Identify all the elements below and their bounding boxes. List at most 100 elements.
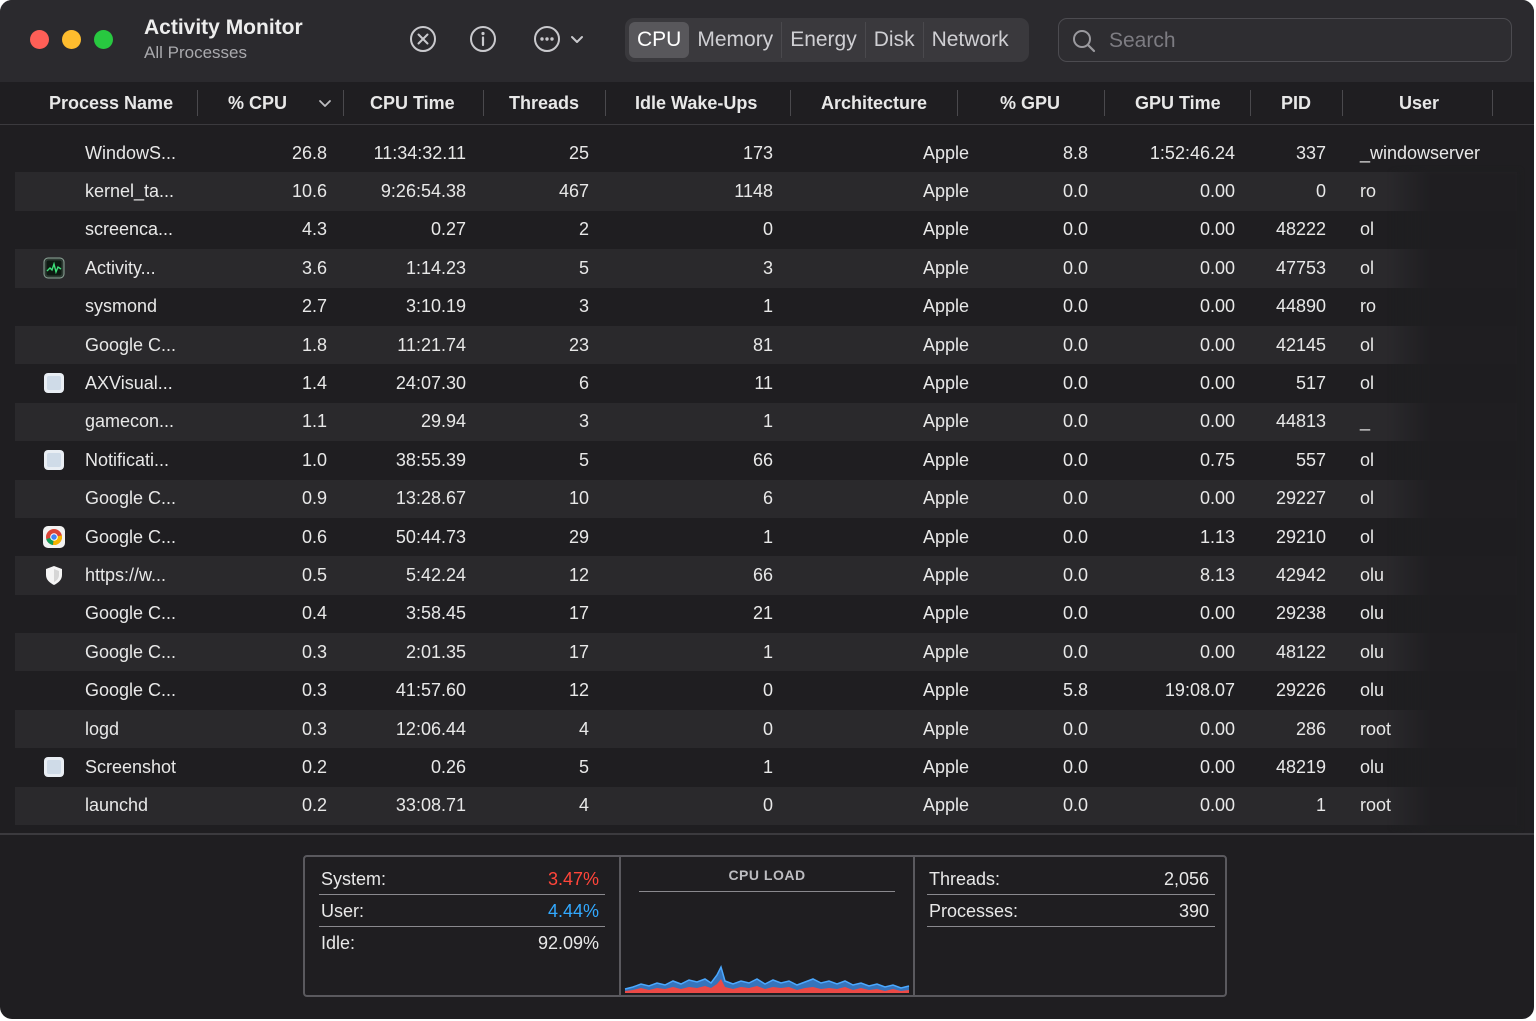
process-name: logd [85,718,120,739]
system-label: System: [321,869,387,889]
column-pid[interactable]: PID [1281,92,1312,113]
column-divider[interactable] [1342,90,1343,116]
idle-wake-ups: 0 [762,718,773,739]
idle-wake-ups: 1 [762,641,773,662]
user: _ [1360,411,1371,432]
tab-network[interactable]: Network [931,28,1009,51]
table-row[interactable]: sysmond 2.7 3:10.19 3 1 Apple 0.0 0.00 44890 ro [15,288,1517,326]
threads: 17 [568,603,589,624]
pid: 1 [1315,795,1326,816]
search-input[interactable] [1107,27,1501,55]
column-user[interactable]: User [1399,92,1440,113]
table-row[interactable]: Screenshot 0.2 0.26 5 1 Apple 0.0 0.00 48219 olu [15,748,1517,786]
tab-energy[interactable]: Energy [782,22,866,58]
cpu-time: 3:10.19 [405,296,466,317]
window-subtitle[interactable]: All Processes [144,43,247,62]
gpu-time: 8.13 [1199,564,1235,585]
table-row[interactable]: kernel_ta... 10.6 9:26:54.38 467 1148 Apple 0.… [15,172,1517,211]
architecture: Apple [922,296,969,317]
chevron-down-icon[interactable] [564,24,590,54]
column-cpu-time[interactable]: CPU Time [370,92,455,113]
tab-memory[interactable]: Memory [689,22,783,58]
table-row[interactable]: Google C... 1.8 11:21.74 23 81 Apple 0.0 0.00 42… [15,325,1517,365]
user: root [1360,718,1392,739]
zoom-window-button[interactable] [94,30,113,49]
column-divider[interactable] [790,90,791,116]
table-row[interactable]: Google C... 0.3 2:01.35 17 1 Apple 0.0 0.00 4812… [15,633,1517,672]
table-row[interactable]: Google C... 0.6 50:44.73 29 1 Apple 0.0 1.13 292… [15,518,1517,556]
threads: 467 [558,181,589,202]
generic-app-icon [43,372,65,394]
column-divider[interactable] [343,90,344,116]
table-row[interactable]: Google C... 0.3 41:57.60 12 0 Apple 5.8 19:08.0… [15,671,1517,709]
idle-wake-ups: 173 [742,142,773,163]
search-field[interactable] [1058,18,1512,62]
threads: 17 [568,641,589,662]
threads: 29 [568,526,589,547]
minimize-window-button[interactable] [62,30,81,49]
column-idle-wake-ups[interactable]: Idle Wake-Ups [635,92,758,113]
table-row[interactable]: Google C... 0.4 3:58.45 17 21 Apple 0.0 0.00 292… [15,595,1517,633]
info-icon[interactable] [468,24,498,54]
column-architecture[interactable]: Architecture [821,92,928,113]
tab-disk[interactable]: Disk [866,22,924,58]
table-row[interactable]: https://w... 0.5 5:42.24 12 66 Apple 0.0 8.13 42… [15,556,1517,595]
gpu-time: 0.75 [1199,449,1235,470]
column-gpu-percent[interactable]: % GPU [1000,92,1061,113]
table-row[interactable]: screenca... 4.3 0.27 2 0 Apple 0.0 0.00 48222 ol [15,211,1517,249]
stop-process-icon[interactable] [408,24,438,54]
cpu-time: 2:01.35 [405,641,466,662]
idle-wake-ups: 66 [752,564,773,585]
table-row[interactable]: WindowS... 26.8 11:34:32.11 25 173 Apple 8.8 1:… [15,134,1517,172]
cpu-percent: 0.5 [301,564,327,585]
column-divider[interactable] [197,90,198,116]
gpu-percent: 0.0 [1062,718,1088,739]
table-row[interactable]: Google C... 0.9 13:28.67 10 6 Apple 0.0 0.00 292… [15,479,1517,518]
sort-chevron-icon[interactable] [318,82,332,124]
column-gpu-time[interactable]: GPU Time [1135,92,1221,113]
process-name: screenca... [85,219,174,240]
cpu-percent: 1.1 [301,411,327,432]
architecture: Apple [922,449,969,470]
column-threads[interactable]: Threads [509,92,580,113]
cpu-time: 13:28.67 [395,488,466,509]
gpu-percent: 0.0 [1062,411,1088,432]
threads: 25 [568,142,589,163]
architecture: Apple [922,219,969,240]
pid: 42942 [1275,564,1326,585]
table-row[interactable]: launchd 0.2 33:08.71 4 0 Apple 0.0 0.00 1 root [15,786,1517,826]
user-value: 4.44% [547,901,599,921]
pid: 44890 [1275,296,1326,317]
column-divider[interactable] [1104,90,1105,116]
close-window-button[interactable] [30,30,49,49]
column-divider[interactable] [1492,90,1493,116]
table-row[interactable]: AXVisual... 1.4 24:07.30 6 11 Apple 0.0 0.00 517… [15,364,1517,402]
cpu-percent: 0.3 [301,718,327,739]
gpu-time: 0.00 [1199,718,1235,739]
more-actions-icon[interactable] [532,24,562,54]
table-row[interactable]: logd 0.3 12:06.44 4 0 Apple 0.0 0.00 286 root [15,709,1517,749]
idle-label: Idle: [321,933,356,953]
column-cpu-percent[interactable]: % CPU [228,92,288,113]
column-divider[interactable] [483,90,484,116]
user: ol [1360,257,1375,278]
idle-wake-ups: 0 [762,219,773,240]
cpu-time: 24:07.30 [395,373,466,394]
table-row[interactable]: Activity... 3.6 1:14.23 5 3 Apple 0.0 0.00 47753… [15,249,1517,288]
column-divider[interactable] [957,90,958,116]
column-divider[interactable] [1250,90,1251,116]
column-divider[interactable] [605,90,606,116]
cpu-load-title: CPU LOAD [728,867,806,883]
process-name: Notificati... [85,449,170,470]
column-process-name[interactable]: Process Name [49,92,174,113]
gpu-percent: 0.0 [1062,564,1088,585]
table-row[interactable]: Notificati... 1.0 38:55.39 5 66 Apple 0.0 0.75 5… [15,441,1517,479]
cpu-time: 12:06.44 [395,718,466,739]
threads-value: 2,056 [1163,869,1209,889]
tab-cpu[interactable]: CPU [629,22,690,58]
pid: 517 [1295,373,1326,394]
process-name: Google C... [85,641,177,662]
cpu-load-graph: CPU LOAD [621,857,913,995]
table-row[interactable]: gamecon... 1.1 29.94 3 1 Apple 0.0 0.00 44813 _ [15,402,1517,442]
pid: 29227 [1275,488,1326,509]
